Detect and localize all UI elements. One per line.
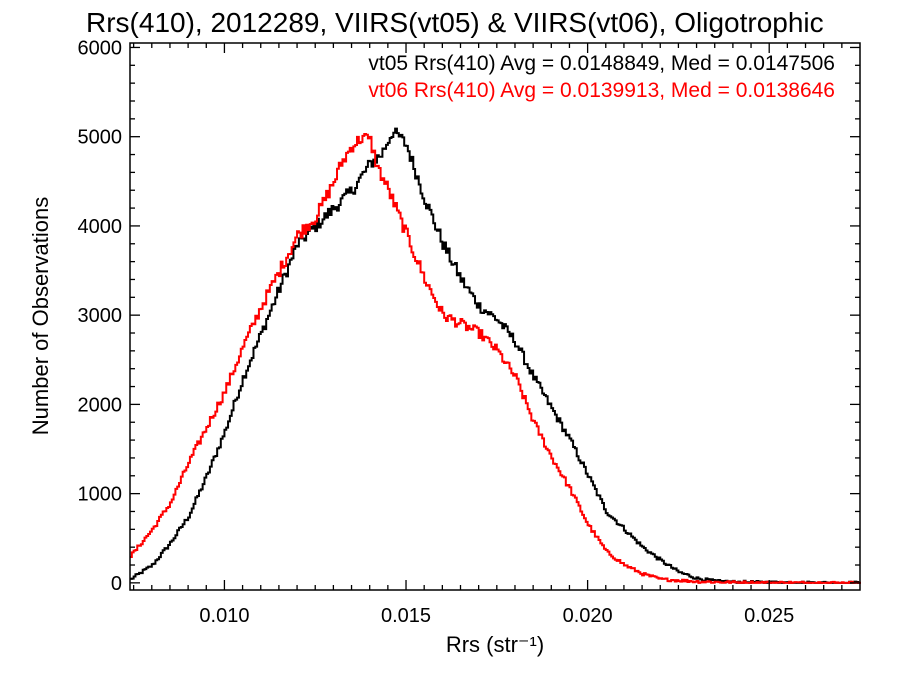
y-tick-label: 3000	[78, 305, 123, 327]
x-tick-label: 0.025	[744, 605, 794, 627]
y-tick-label: 4000	[78, 216, 123, 238]
x-axis-label: Rrs (str⁻¹)	[446, 632, 544, 657]
x-tick-label: 0.015	[381, 605, 431, 627]
plot-frame	[129, 42, 861, 591]
y-tick-label: 5000	[78, 127, 123, 149]
legend-entry-vt06: vt06 Rrs(410) Avg = 0.0139913, Med = 0.0…	[368, 79, 835, 102]
legend-entry-vt05: vt05 Rrs(410) Avg = 0.0148849, Med = 0.0…	[368, 52, 835, 75]
x-tick-label: 0.020	[563, 605, 613, 627]
y-tick-label: 2000	[78, 394, 123, 416]
y-tick-label: 6000	[78, 37, 123, 59]
x-tick-label: 0.010	[199, 605, 249, 627]
series-layer	[130, 127, 861, 584]
y-axis-label: Number of Observations	[28, 197, 53, 435]
series-line-vt05	[130, 127, 860, 584]
y-tick-label: 0	[111, 573, 122, 595]
y-tick-label: 1000	[78, 484, 123, 506]
tick-layer: 0.010 0.015 0.020 0.025 0 1000 2000 3000 4000 500…	[78, 37, 860, 627]
chart-title: Rrs(410), 2012289, VIIRS(vt05) & VIIRS(v…	[86, 7, 824, 38]
series-line-vt06	[130, 133, 861, 584]
